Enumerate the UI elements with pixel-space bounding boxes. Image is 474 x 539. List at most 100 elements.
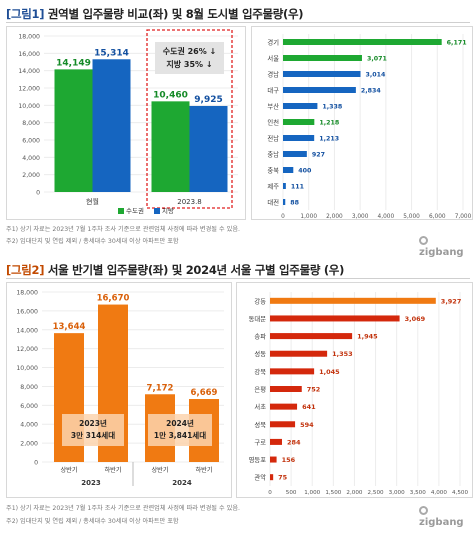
x-tick-label: 5,000 bbox=[403, 214, 420, 220]
x-tick-label: 4,500 bbox=[452, 490, 468, 496]
bar bbox=[270, 456, 277, 463]
y-category-label: 동대문 bbox=[249, 315, 267, 323]
data-label: 1,218 bbox=[319, 120, 339, 127]
y-tick-label: 12,000 bbox=[18, 86, 40, 93]
legend-label: 지방 bbox=[162, 206, 174, 215]
y-category-label: 성동 bbox=[254, 349, 266, 358]
y-tick-label: 12,000 bbox=[16, 346, 38, 353]
y-tick-label: 16,000 bbox=[18, 51, 40, 58]
annotation-text: 지방 35% ↓ bbox=[166, 59, 212, 69]
data-label: 1,353 bbox=[332, 350, 353, 358]
x-tick-label: 상반기 bbox=[60, 466, 77, 474]
bar bbox=[283, 39, 442, 45]
annotation-text: 수도권 26% ↓ bbox=[163, 46, 217, 56]
bar-수도권 bbox=[151, 101, 190, 192]
annotation-text: 3만 314세대 bbox=[71, 430, 115, 440]
figure1-title-text: 권역별 입주물량 비교(좌) 및 8월 도시별 입주물량(우) bbox=[47, 7, 304, 21]
x-tick-label: 7,000 bbox=[455, 214, 472, 220]
bar bbox=[270, 386, 302, 392]
data-label: 7,172 bbox=[147, 383, 174, 393]
data-label: 400 bbox=[298, 168, 312, 175]
data-label: 2,834 bbox=[361, 88, 382, 95]
x-tick-label: 6,000 bbox=[429, 214, 446, 220]
bar bbox=[283, 103, 318, 109]
bar bbox=[283, 119, 315, 125]
data-label: 284 bbox=[287, 438, 301, 446]
y-category-label: 송파 bbox=[254, 332, 266, 341]
figure2-note-1: 주1) 상기 자료는 2023년 7월 1주차 조사 기준으로 관련업체 사정에… bbox=[6, 505, 240, 512]
data-label: 752 bbox=[307, 386, 321, 394]
data-label: 16,670 bbox=[97, 294, 130, 304]
figure1-tag: [그림1] bbox=[6, 7, 45, 21]
figure2-title: [그림2] 서울 반기별 입주물량(좌) 및 2024년 서울 구별 입주물량 … bbox=[6, 262, 344, 278]
y-category-label: 충북 bbox=[267, 166, 279, 175]
figure1-note-1: 주1) 상기 자료는 2023년 7월 1주차 조사 기준으로 관련업체 사정에… bbox=[6, 226, 240, 233]
annotation-box bbox=[62, 414, 124, 446]
figure1-brand-text: zigbang bbox=[419, 247, 464, 258]
data-label: 3,071 bbox=[367, 56, 387, 63]
y-tick-label: 16,000 bbox=[16, 308, 38, 315]
x-tick-label: 상반기 bbox=[151, 466, 168, 474]
y-tick-label: 2,000 bbox=[20, 441, 38, 448]
seoul-half-year-chart: 0 2,000 4,000 6,000 8,000 10,000 12,000 14,000 1… bbox=[6, 282, 232, 498]
bar bbox=[283, 199, 286, 205]
y-category-label: 구로 bbox=[254, 438, 266, 446]
bar bbox=[270, 333, 353, 340]
bar bbox=[283, 71, 361, 77]
y-category-label: 강동 bbox=[254, 296, 266, 305]
y-tick-label: 14,000 bbox=[18, 68, 40, 75]
y-tick-label: 10,000 bbox=[18, 103, 40, 110]
annotation-text: 1만 3,841세대 bbox=[154, 430, 206, 440]
data-label: 3,927 bbox=[441, 297, 462, 305]
bar-지방 bbox=[189, 105, 228, 192]
seoul-district-chart: 0 500 1,000 1,500 2,000 2,500 3,000 3,500 4,000 4… bbox=[236, 282, 473, 498]
figure2-brand-logo: zigbang bbox=[419, 506, 474, 528]
y-tick-label: 0 bbox=[34, 460, 38, 467]
annotation-text: 2023년 bbox=[79, 418, 107, 428]
bar-수도권 bbox=[54, 69, 93, 192]
y-tick-label: 0 bbox=[36, 190, 40, 197]
bar bbox=[270, 350, 328, 357]
x-tick-label: 4,000 bbox=[431, 490, 447, 496]
region-comparison-chart: 0 2,000 4,000 6,000 8,000 10,000 12,000 14,000 1… bbox=[6, 26, 246, 220]
data-label: 3,014 bbox=[366, 72, 387, 79]
bar bbox=[283, 135, 315, 141]
x-tick-label: 하반기 bbox=[195, 466, 212, 474]
y-category-label: 성북 bbox=[254, 420, 266, 429]
figure2-brand-text: zigbang bbox=[419, 517, 464, 528]
x-tick-label: 500 bbox=[286, 490, 297, 496]
y-tick-label: 4,000 bbox=[20, 422, 38, 429]
data-label: 10,460 bbox=[153, 90, 188, 100]
y-tick-label: 4,000 bbox=[22, 155, 40, 162]
annotation-text: 2024년 bbox=[166, 418, 194, 428]
data-label: 15,314 bbox=[94, 48, 129, 58]
bar bbox=[270, 315, 400, 322]
x-tick-label: 0 bbox=[268, 490, 272, 496]
city-supply-chart: 0 1,000 2,000 3,000 4,000 5,000 6,000 7,000 경기 6,… bbox=[251, 26, 473, 220]
figure1-divider bbox=[6, 22, 470, 23]
zigbang-logo-icon bbox=[419, 506, 428, 515]
data-label: 6,171 bbox=[447, 40, 467, 47]
x-tick-label: 2023.8 bbox=[177, 198, 202, 206]
x-tick-label: 하반기 bbox=[104, 466, 121, 474]
x-tick-label: 현월 bbox=[86, 197, 99, 206]
y-tick-label: 2,000 bbox=[22, 172, 40, 179]
y-category-label: 경남 bbox=[267, 70, 279, 79]
y-tick-label: 18,000 bbox=[18, 34, 40, 41]
bar bbox=[270, 297, 436, 304]
figure1-brand-logo: zigbang bbox=[419, 236, 474, 258]
annotation-box bbox=[148, 414, 212, 446]
legend-swatch bbox=[154, 208, 160, 214]
data-label: 594 bbox=[300, 421, 314, 429]
bar bbox=[270, 403, 298, 410]
figure2-note-2: 주2) 임대단지 및 연립 제외 / 총세대수 30세대 이상 아파트만 포함 bbox=[6, 518, 179, 525]
data-label: 641 bbox=[302, 403, 316, 411]
y-tick-label: 6,000 bbox=[20, 403, 38, 410]
y-tick-label: 14,000 bbox=[16, 327, 38, 334]
x-tick-label: 0 bbox=[281, 214, 285, 220]
data-label: 1,338 bbox=[322, 104, 342, 111]
bar bbox=[283, 55, 362, 61]
bar-지방 bbox=[92, 59, 131, 192]
y-tick-label: 8,000 bbox=[20, 384, 38, 391]
data-label: 156 bbox=[282, 456, 296, 464]
